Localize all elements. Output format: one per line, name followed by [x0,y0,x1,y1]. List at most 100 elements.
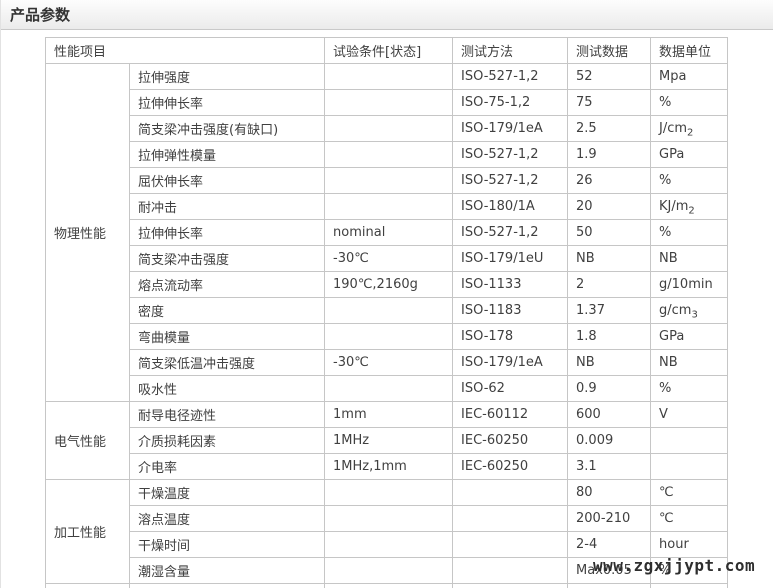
page-title: 产品参数 [10,6,71,24]
item-cell: 简支梁冲击强度(有缺口) [128,115,326,142]
method-cell: ISO-527-1,2 [452,219,569,246]
method-cell: ISO-179/1eA [452,349,569,376]
value-cell: 1.8 [567,323,652,350]
condition-cell [324,479,454,506]
method-cell: ISO-62 [452,375,569,402]
condition-cell: -30℃ [324,245,454,272]
unit-cell: NB [650,349,729,376]
item-cell: 屈伏伸长率 [128,167,326,194]
item-cell: 简支梁冲击强度 [128,245,326,272]
table-row: 简支梁冲击强度 -30℃ ISO-179/1eU NB NB [46,245,729,272]
product-params-table: 性能项目 试验条件[状态] 测试方法 测试数据 数据单位 物理性能 拉伸强度 ISO… [44,37,729,588]
item-cell: 介电率 [128,453,326,480]
table-row: 溶点温度 200-210 ℃ [46,505,729,532]
item-cell: 密度 [128,297,326,324]
method-cell [452,505,569,532]
condition-cell: 1MHz [324,427,454,454]
unit-cell: hour [650,531,729,558]
item-cell: 干燥时间 [128,531,326,558]
method-cell: ISO-179/1eA [452,115,569,142]
value-cell: 80 [567,479,652,506]
table-row: 干燥时间 2-4 hour [46,531,729,558]
method-cell [452,531,569,558]
empty-cell [128,583,326,588]
condition-cell: 1MHz,1mm [324,453,454,480]
table-row: 潮湿含量 Max0.05% [46,557,729,584]
value-cell: NB [567,349,652,376]
value-cell: 50 [567,219,652,246]
condition-cell [324,531,454,558]
value-cell: 3.1 [567,453,652,480]
unit-cell: % [650,557,729,584]
item-cell: 拉伸强度 [128,63,326,90]
method-cell: IEC-60250 [452,453,569,480]
condition-cell [324,505,454,532]
unit-cell: ℃ [650,479,729,506]
item-cell: 潮湿含量 [128,557,326,584]
unit-cell: KJ/m2 [650,193,729,220]
table-row: 吸水性 ISO-62 0.9% [46,375,729,402]
empty-cell [650,583,729,588]
value-cell: 0.9 [567,375,652,402]
condition-cell [324,193,454,220]
item-cell: 弯曲模量 [128,323,326,350]
condition-cell: 190℃,2160g [324,271,454,298]
table-row: 介电率 1MHz,1mm IEC-60250 3.1 [46,453,729,480]
unit-cell: GPa [650,141,729,168]
value-cell: 26 [567,167,652,194]
condition-cell [324,63,454,90]
item-cell: 介质损耗因素 [128,427,326,454]
header-performance-item: 性能项目 [44,37,326,64]
condition-cell [324,297,454,324]
value-cell: 2-4 [567,531,652,558]
unit-cell: V [650,401,729,428]
unit-cell: Mpa [650,63,729,90]
params-table-body: 物理性能 拉伸强度 ISO-527-1,2 52 Mpa 拉伸伸长率 ISO-75-1,2 7… [45,63,729,588]
header-test-method: 测试方法 [452,37,569,64]
method-cell: ISO-527-1,2 [452,167,569,194]
header-data-unit: 数据单位 [650,37,729,64]
method-cell: ISO-1183 [452,297,569,324]
method-cell: ISO-180/1A [452,193,569,220]
section-titlebar: 产品参数 [1,0,773,30]
item-cell: 耐导电径迹性 [128,401,326,428]
table-row: 加工性能 干燥温度 80 ℃ [45,479,729,584]
unit-cell: g/10min [650,271,729,298]
value-cell: 600 [567,401,652,428]
table-row: 简支梁冲击强度(有缺口) ISO-179/1eA 2.5 J/cm2 [46,115,729,142]
condition-cell [324,375,454,402]
value-cell: 1.9 [567,141,652,168]
unit-cell: % [650,375,729,402]
value-cell: 2 [567,271,652,298]
unit-cell: g/cm3 [650,297,729,324]
condition-cell: 1mm [324,401,454,428]
unit-cell [650,453,729,480]
category-cell: 电气性能 [45,401,130,480]
category-cell: 加工性能 [45,479,130,584]
value-cell: 0.009 [567,427,652,454]
empty-cell [324,583,454,588]
table-row: 耐冲击 ISO-180/1A 20 KJ/m2 [46,193,729,220]
item-cell: 溶点温度 [128,505,326,532]
item-cell: 干燥温度 [128,479,326,506]
item-cell: 拉伸伸长率 [128,89,326,116]
method-cell: ISO-527-1,2 [452,63,569,90]
unit-cell: % [650,89,729,116]
table-row: 拉伸伸长率 nominal ISO-527-1,2 50% [46,219,729,246]
method-cell: ISO-527-1,2 [452,141,569,168]
condition-cell: -30℃ [324,349,454,376]
table-row: 密度 ISO-1183 1.37 g/cm3 [46,297,729,324]
table-row [45,583,729,588]
table-row: 弯曲模量 ISO-178 1.8 GPa [46,323,729,350]
header-test-data: 测试数据 [567,37,652,64]
condition-cell [324,141,454,168]
table-row: 拉伸弹性模量 ISO-527-1,2 1.9 GPa [46,141,729,168]
method-cell: ISO-178 [452,323,569,350]
item-cell: 拉伸伸长率 [128,219,326,246]
condition-cell [324,115,454,142]
table-row: 介质损耗因素 1MHz IEC-60250 0.009 [46,427,729,454]
value-cell: 1.37 [567,297,652,324]
category-cell: 物理性能 [45,63,130,402]
method-cell: IEC-60112 [452,401,569,428]
unit-cell: J/cm2 [650,115,729,142]
